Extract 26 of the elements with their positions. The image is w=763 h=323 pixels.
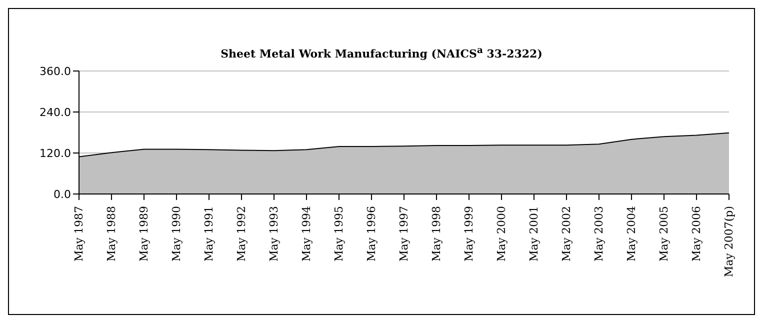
x-tick-label: May 1989 <box>138 206 150 262</box>
x-tick-label: May 2004 <box>625 206 638 262</box>
x-tick-label: May 1999 <box>462 206 476 262</box>
x-tick-label: May 1996 <box>365 206 378 262</box>
x-tick-label: May 2005 <box>658 206 670 262</box>
x-tick-label: May 1994 <box>300 206 313 262</box>
y-tick-label: 120.0 <box>40 146 71 160</box>
x-tick-label: May 1997 <box>398 206 410 262</box>
x-tick-label: May 1991 <box>202 206 216 262</box>
x-tick-label: May 2006 <box>690 206 703 262</box>
x-tick-label: May 1995 <box>332 206 346 262</box>
chart-title: Sheet Metal Work Manufacturing (NAICS$^{a}$ 33-2322) <box>220 45 544 61</box>
x-tick-label: May 2007(p) <box>722 206 736 278</box>
x-tick-label: May 1992 <box>235 206 248 262</box>
x-tick-label: May 2000 <box>495 206 508 262</box>
x-tick-label: May 2001 <box>528 206 540 262</box>
x-tick-label: May 2002 <box>560 206 573 262</box>
x-tick-label: May 1993 <box>268 206 280 262</box>
x-tick-label: May 2003 <box>592 206 606 262</box>
y-tick-label: 360.0 <box>40 64 71 78</box>
y-tick-label: 240.0 <box>40 106 71 119</box>
x-tick-label: May 1987 <box>72 206 86 262</box>
x-tick-label: May 1990 <box>170 206 183 262</box>
x-tick-label: May 1998 <box>430 206 443 262</box>
y-tick-label: 0.0 <box>54 188 71 201</box>
x-tick-label: May 1988 <box>105 206 118 262</box>
